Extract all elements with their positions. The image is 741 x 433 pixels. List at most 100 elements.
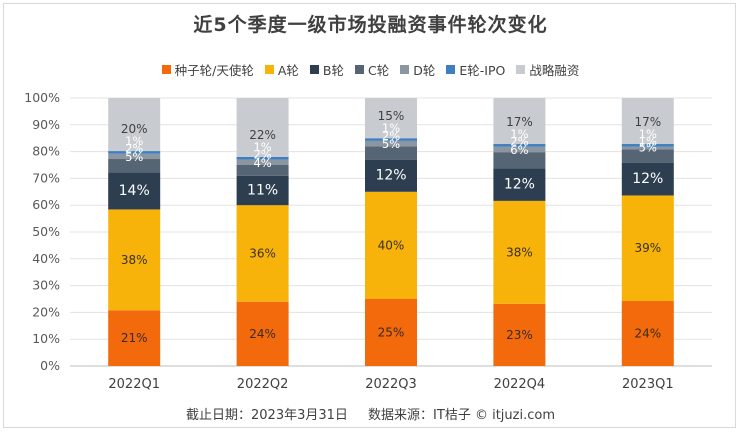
data-label: 38% (121, 253, 148, 267)
y-tick-label: 100% (24, 90, 60, 105)
legend-label: 战略融资 (529, 63, 580, 78)
data-label: 23% (506, 328, 533, 342)
legend-swatch (354, 65, 364, 74)
x-tick-label: 2023Q1 (622, 377, 674, 392)
data-label: 24% (634, 327, 661, 341)
data-label: 6% (510, 143, 528, 157)
y-tick-label: 90% (32, 117, 60, 132)
bar-segment (108, 159, 161, 173)
bar-segment (236, 175, 289, 206)
legend-label: B轮 (322, 63, 344, 78)
data-label: 22% (249, 128, 276, 142)
data-label: 1% (510, 127, 528, 141)
bar-segment (621, 301, 674, 366)
bar-segment (236, 205, 289, 302)
data-label: 12% (375, 168, 406, 184)
bar-segment (108, 209, 161, 311)
y-tick-label: 20% (32, 304, 60, 319)
data-label: 5% (125, 150, 143, 164)
legend-swatch (516, 65, 526, 74)
bar-segment (621, 162, 674, 196)
data-label: 17% (506, 115, 533, 129)
bar-segment (493, 303, 546, 366)
bar-segment (236, 165, 289, 176)
legend-label: E轮-IPO (459, 63, 506, 78)
y-tick-label: 10% (32, 331, 60, 346)
data-label: 12% (504, 177, 535, 193)
legend-item: C轮 (354, 60, 389, 79)
legend-item: B轮 (309, 60, 344, 79)
legend-label: D轮 (413, 63, 436, 78)
y-tick-label: 40% (32, 251, 60, 266)
bar-segment (236, 301, 289, 366)
legend-item: D轮 (400, 60, 435, 79)
chart-frame (3, 3, 736, 428)
x-tick-label: 2022Q1 (108, 377, 160, 392)
bar-segment (493, 98, 546, 145)
data-label: 1% (639, 127, 657, 141)
legend-swatch (161, 65, 171, 74)
y-tick-label: 30% (32, 278, 60, 293)
data-label: 39% (634, 241, 661, 255)
bar-segment (108, 310, 161, 366)
data-label: 21% (121, 331, 148, 345)
y-tick-label: 60% (32, 197, 60, 212)
data-label: 4% (253, 156, 271, 170)
y-tick-label: 50% (32, 224, 60, 239)
data-label: 2% (253, 148, 271, 162)
data-label: 40% (378, 238, 405, 252)
bar-segment (365, 138, 417, 141)
legend-swatch (264, 65, 274, 74)
bar-segment (621, 149, 674, 163)
bar-segment (108, 98, 161, 152)
legend-item: A轮 (264, 60, 299, 79)
legend-label: A轮 (277, 63, 299, 78)
legend-item: E轮-IPO (446, 60, 505, 79)
legend-swatch (446, 65, 456, 74)
data-label: 24% (249, 327, 276, 341)
legend-item: 种子轮/天使轮 (161, 60, 254, 79)
bar-segment (108, 172, 161, 210)
bar-segment (236, 159, 289, 165)
chart-legend: 种子轮/天使轮 A轮 B轮 C轮 D轮 E轮-IPO 战略融资 (0, 60, 741, 79)
bar-segment (365, 140, 417, 147)
x-tick-label: 2022Q4 (494, 377, 546, 392)
data-label: 11% (247, 182, 278, 198)
bar-segment (493, 144, 546, 147)
data-label: 15% (378, 109, 405, 123)
legend-item: 战略融资 (516, 60, 579, 79)
bar-segment (365, 299, 417, 366)
data-label: 17% (634, 115, 661, 129)
bar-segment (108, 153, 161, 160)
data-label: 25% (378, 326, 405, 340)
bar-segment (365, 146, 417, 160)
bar-segment (365, 159, 417, 192)
chart-title: 近5个季度一级市场投融资事件轮次变化 (193, 14, 548, 36)
data-label: 1% (253, 140, 271, 154)
y-tick-label: 80% (32, 144, 60, 159)
data-label: 38% (506, 245, 533, 259)
data-label: 36% (249, 246, 276, 260)
data-source: 数据来源：IT桔子 © itjuzi.com (368, 408, 555, 423)
x-tick-label: 2022Q2 (237, 377, 289, 392)
y-tick-label: 70% (32, 170, 60, 185)
bar-segment (621, 98, 674, 145)
chart-footer: 截止日期：2023年3月31日 数据来源：IT桔子 © itjuzi.com (0, 404, 741, 423)
data-label: 14% (119, 183, 150, 199)
bar-segment (493, 200, 546, 304)
data-label: 2% (382, 129, 400, 143)
bar-segment (493, 152, 546, 169)
data-label: 1% (382, 121, 400, 135)
data-label: 2% (510, 135, 528, 149)
bar-segment (621, 195, 674, 302)
data-label: 20% (121, 122, 148, 136)
cutoff-date: 截止日期：2023年3月31日 (186, 408, 348, 423)
bar-segment (108, 151, 161, 154)
data-label: 2% (125, 142, 143, 156)
bar-segment (236, 98, 289, 157)
data-label: 1% (125, 134, 143, 148)
legend-swatch (309, 65, 319, 74)
bar-segment (236, 156, 289, 160)
data-label: 5% (639, 140, 657, 154)
